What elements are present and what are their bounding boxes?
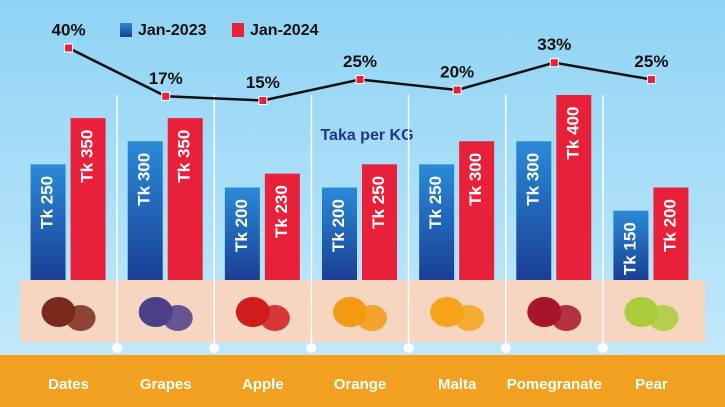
- line-marker: [646, 75, 656, 84]
- legend-label: Jan-2023: [138, 22, 207, 39]
- divider-dot: [112, 343, 123, 353]
- divider-dot: [209, 343, 220, 353]
- bar-value-label: Tk 300: [135, 153, 154, 206]
- line-marker: [258, 96, 268, 105]
- bar-value-label: Tk 300: [466, 153, 485, 206]
- bar-value-label: Tk 350: [175, 130, 194, 183]
- line-marker: [452, 85, 462, 95]
- bar-value-label: Tk 230: [272, 185, 291, 238]
- x-tick-label: Dates: [48, 376, 89, 393]
- fruit-icon: [648, 305, 679, 331]
- line-value-label: 15%: [246, 73, 280, 92]
- fruit-icon: [162, 305, 193, 331]
- line-marker: [549, 58, 559, 68]
- divider-dot: [597, 343, 608, 353]
- line-marker: [161, 91, 171, 101]
- divider-dot: [306, 343, 317, 353]
- x-tick-label: Malta: [438, 376, 477, 393]
- x-tick-label: Pomegranate: [507, 376, 602, 393]
- bar: [556, 95, 592, 280]
- bar: [613, 210, 649, 280]
- bar: [167, 118, 203, 280]
- subtitle: Taka per KG: [320, 127, 413, 144]
- bar-value-label: Tk 400: [563, 107, 582, 160]
- legend-swatch: [232, 23, 244, 37]
- x-tick-label: Grapes: [140, 376, 192, 393]
- bar: [127, 141, 163, 280]
- line-value-label: 25%: [634, 52, 668, 71]
- line-value-label: 33%: [537, 35, 571, 54]
- fruit-icon: [259, 305, 290, 331]
- bar: [362, 164, 397, 280]
- line-value-label: 25%: [343, 52, 377, 71]
- bar-value-label: Tk 300: [523, 153, 542, 206]
- line-value-label: 17%: [149, 69, 183, 88]
- bar: [322, 187, 357, 280]
- line-marker: [64, 43, 74, 53]
- line-value-label: 40%: [52, 20, 86, 39]
- legend-swatch: [120, 23, 132, 37]
- label-band: [0, 355, 725, 407]
- bar-value-label: Tk 200: [232, 199, 251, 252]
- bar-value-label: Tk 200: [660, 199, 679, 252]
- x-tick-label: Apple: [242, 376, 284, 393]
- bar-value-label: Tk 250: [369, 176, 388, 229]
- x-tick-label: Pear: [635, 376, 668, 393]
- bar: [459, 141, 495, 280]
- x-tick-label: Orange: [334, 376, 387, 393]
- bar: [30, 164, 66, 280]
- divider-dot: [403, 343, 414, 353]
- bar-value-label: Tk 250: [38, 176, 57, 229]
- fruit-icon: [65, 305, 96, 331]
- bar: [70, 118, 106, 280]
- bar: [419, 164, 455, 280]
- fruit-icon: [357, 305, 387, 331]
- bar-value-label: Tk 350: [78, 130, 97, 183]
- bar-value-label: Tk 150: [620, 222, 639, 275]
- bar: [264, 173, 300, 280]
- bar: [224, 187, 260, 280]
- fruit-icon: [551, 305, 582, 331]
- line-marker: [355, 75, 365, 84]
- bar: [516, 141, 552, 280]
- bar-value-label: Tk 200: [329, 199, 348, 252]
- line-value-label: 20%: [440, 62, 474, 81]
- bar: [653, 187, 689, 280]
- bar-value-label: Tk 250: [426, 176, 445, 229]
- divider-dot: [500, 343, 511, 353]
- fruit-icon: [454, 305, 485, 331]
- legend-label: Jan-2024: [250, 22, 319, 39]
